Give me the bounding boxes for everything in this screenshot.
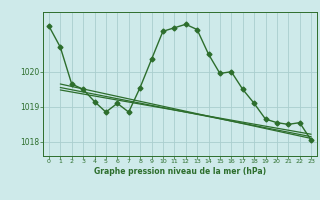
X-axis label: Graphe pression niveau de la mer (hPa): Graphe pression niveau de la mer (hPa)	[94, 167, 266, 176]
